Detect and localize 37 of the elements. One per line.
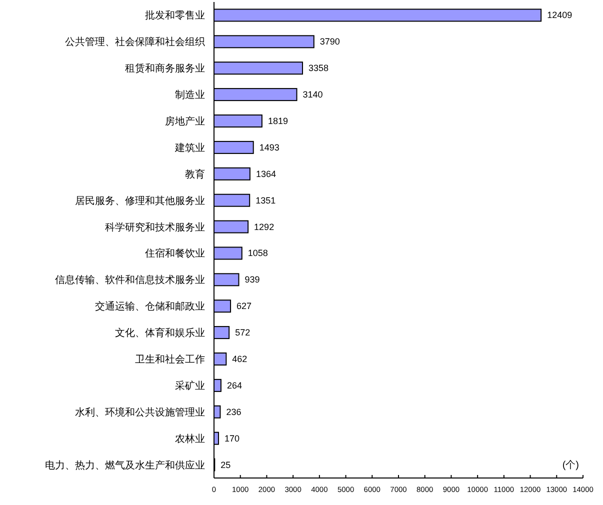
y-tick-label: 制造业: [175, 89, 205, 102]
y-tick-label: 采矿业: [175, 380, 205, 392]
y-tick-label: 文化、体育和娱乐业: [115, 327, 205, 340]
y-tick-label: 房地产业: [165, 116, 205, 128]
y-tick-label: 教育: [185, 168, 205, 180]
y-tick-label: 水利、环境和公共设施管理业: [75, 406, 205, 418]
y-tick-label: 电力、热力、燃气及水生产和供应业: [45, 459, 205, 472]
data-label: 1364: [256, 168, 276, 179]
data-label: 1292: [254, 222, 274, 232]
y-tick-label: 交通运输、仓储和邮政业: [95, 300, 205, 313]
data-label: 1351: [256, 195, 276, 206]
y-tick-label: 批发和零售业: [145, 10, 205, 22]
data-label: 3790: [320, 36, 340, 47]
y-tick-label: 科学研究和技术服务业: [105, 221, 205, 234]
data-label: 236: [226, 406, 242, 417]
y-tick-label: 卫生和社会工作: [135, 354, 205, 366]
data-label: 1058: [248, 248, 268, 258]
data-label: 3358: [308, 63, 329, 74]
data-label: 25: [220, 460, 231, 470]
y-tick-label: 租赁和商务服务业: [125, 62, 205, 75]
y-tick-label: 住宿和餐饮业: [145, 248, 205, 260]
data-label: 3140: [302, 90, 323, 100]
data-label: 939: [244, 274, 260, 285]
y-tick-label: 公共管理、社会保障和社会组织: [65, 36, 205, 48]
data-label: 12409: [547, 10, 572, 20]
data-label: 462: [232, 354, 248, 364]
data-label: 1819: [268, 116, 288, 126]
y-tick-label: 农林业: [175, 432, 205, 445]
y-tick-label: 信息传输、软件和信息技术服务业: [55, 274, 205, 286]
data-label: 264: [226, 380, 242, 390]
data-label: 1493: [259, 142, 280, 152]
annotation: (个): [562, 459, 579, 471]
data-label: 572: [235, 328, 250, 338]
data-label: 170: [224, 433, 240, 444]
data-label: 627: [236, 301, 252, 312]
y-tick-label: 建筑业: [174, 142, 205, 154]
y-tick-label: 居民服务、修理和其他服务业: [75, 194, 205, 207]
